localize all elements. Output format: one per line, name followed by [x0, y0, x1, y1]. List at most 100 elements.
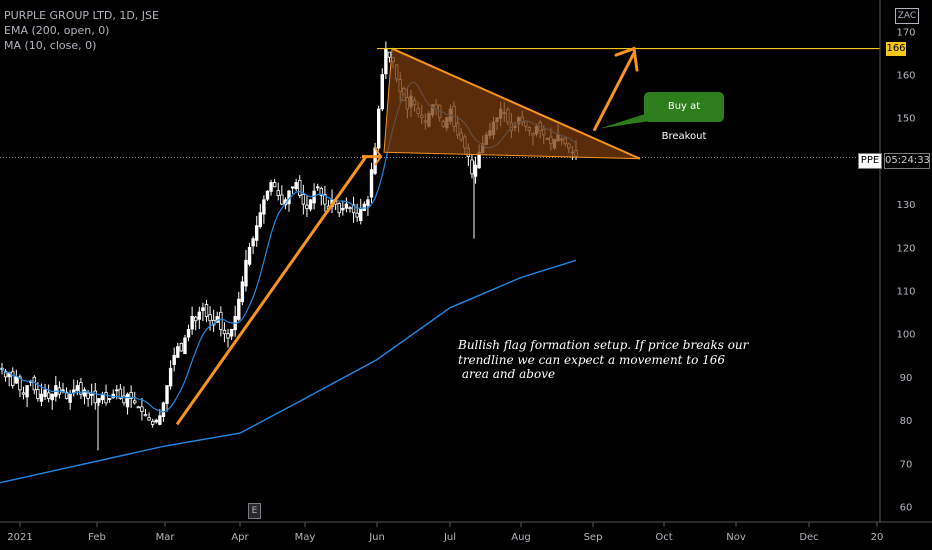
y-tick-label: 150: [896, 114, 915, 125]
y-tick-label: 130: [896, 200, 915, 211]
candle-body: [25, 385, 29, 398]
candle-body: [100, 393, 105, 401]
ema200-line: [0, 259, 577, 484]
symbol-title[interactable]: PURPLE GROUP LTD, 1D, JSE: [4, 9, 159, 22]
candle-body: [14, 376, 19, 384]
symbol-price-tag: PPE: [858, 153, 882, 169]
candle-body: [104, 392, 108, 404]
breakout-arrow: [592, 52, 636, 132]
candle-body: [36, 389, 40, 399]
candle-body: [355, 212, 359, 218]
x-tick-label: 2021: [7, 532, 32, 543]
candle-body: [143, 414, 148, 417]
candle-body: [384, 48, 388, 75]
candle-body: [140, 406, 144, 412]
candle-body: [64, 391, 69, 399]
candle-body: [380, 74, 384, 110]
candle-body: [247, 246, 252, 265]
buy-breakout-callout[interactable]: Buy at Breakout: [644, 92, 724, 142]
candle-body: [229, 328, 234, 337]
candle-body: [312, 190, 316, 204]
candle-body: [93, 390, 97, 404]
earnings-event-marker[interactable]: E: [248, 503, 261, 519]
candle-body: [11, 371, 15, 386]
currency-badge[interactable]: ZAC: [895, 8, 919, 24]
candle-body: [226, 333, 230, 339]
y-tick-label: 160: [896, 71, 915, 82]
candle-body: [222, 329, 227, 335]
candle-body: [387, 51, 392, 58]
candle-body: [265, 190, 270, 200]
callout-pointer: [600, 113, 656, 129]
flagpole-line: [175, 155, 368, 426]
candle-body: [129, 392, 133, 399]
candle-body: [125, 393, 130, 408]
target-price-tag: 166: [886, 42, 906, 56]
ma-legend[interactable]: MA (10, close, 0): [4, 39, 97, 52]
x-tick-label: Nov: [726, 532, 746, 543]
x-tick-label: Jun: [368, 532, 385, 543]
flagpole-arrowhead: [374, 147, 383, 166]
candle-body: [133, 400, 137, 404]
candle-body: [376, 108, 381, 149]
candle-body: [21, 392, 26, 395]
x-tick-label: Dec: [799, 532, 818, 543]
candle-body: [301, 193, 306, 205]
x-tick-label: Jul: [443, 532, 456, 543]
candle-body: [276, 190, 280, 196]
x-tick-label: Aug: [511, 532, 531, 543]
y-tick-label: 100: [896, 330, 915, 341]
candle-body: [269, 182, 273, 192]
candle-body: [136, 406, 141, 409]
x-tick-label: Apr: [231, 532, 249, 543]
y-tick-label: 60: [900, 503, 913, 514]
candle-body: [165, 385, 169, 404]
candle-body: [122, 395, 126, 404]
x-tick-label: May: [295, 532, 316, 543]
candle-body: [341, 208, 345, 211]
candle-body: [82, 389, 87, 397]
candle-body: [351, 204, 356, 214]
candle-body: [50, 393, 54, 401]
ema-legend[interactable]: EMA (200, open, 0): [4, 24, 110, 37]
candle-body: [43, 389, 47, 397]
candle-body: [147, 417, 151, 421]
candle-body: [473, 164, 478, 177]
x-tick-label: Oct: [655, 532, 672, 543]
candle-body: [208, 314, 212, 322]
candle-body: [172, 354, 176, 365]
x-tick-label: 20: [871, 532, 884, 543]
breakout-arrowhead: [614, 46, 639, 72]
candle-body: [369, 169, 374, 198]
candle-body: [86, 392, 90, 399]
candle-body: [204, 304, 209, 317]
y-tick-label: 170: [896, 27, 915, 38]
candle-body: [359, 208, 363, 222]
candle-body: [118, 388, 123, 399]
candle-body: [251, 238, 255, 247]
candle-body: [161, 402, 166, 418]
candle-body: [46, 392, 51, 399]
candle-body: [319, 187, 323, 196]
candle-body: [280, 194, 284, 205]
candle-body: [305, 204, 309, 209]
candle-body: [258, 212, 262, 228]
candle-body: [179, 342, 184, 352]
x-tick-label: Sep: [584, 532, 603, 543]
candle-body: [168, 367, 173, 387]
candle-body: [197, 311, 202, 320]
y-tick-label: 90: [900, 373, 913, 384]
candle-body: [183, 337, 187, 355]
analysis-note[interactable]: Bullish flag formation setup. If price b…: [458, 338, 749, 381]
candle-body: [107, 398, 112, 400]
x-tick-label: Mar: [156, 532, 176, 543]
candle-body: [190, 316, 194, 330]
candle-body: [68, 393, 72, 403]
candle-body: [366, 199, 370, 206]
flag-upper-trendline: [391, 47, 641, 160]
x-tick-label: Feb: [88, 532, 106, 543]
candle-body: [176, 346, 180, 358]
candle-body: [154, 419, 158, 423]
